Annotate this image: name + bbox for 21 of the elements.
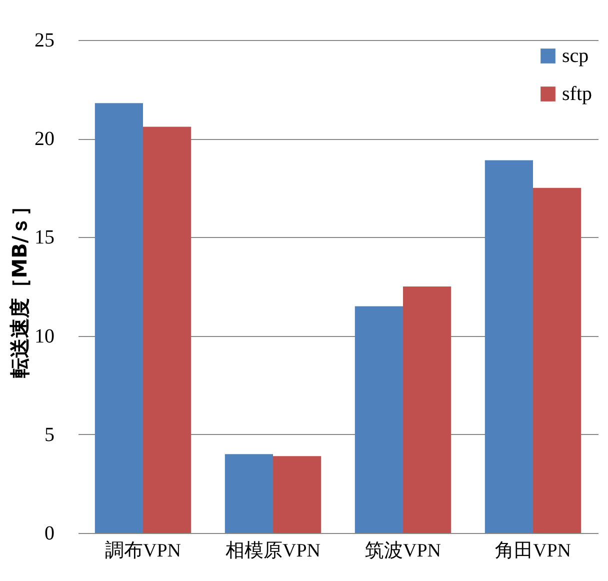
y-tick-label: 20 — [34, 128, 54, 150]
y-tick-label: 5 — [44, 424, 54, 446]
x-tick-label: 調布VPN — [104, 540, 182, 562]
legend-label: sftp — [562, 83, 592, 105]
x-tick-label: 角田VPN — [494, 540, 572, 562]
y-tick-label: 10 — [34, 325, 54, 348]
bar — [354, 306, 403, 533]
x-tick-label: 相模原VPN — [225, 540, 321, 562]
bar — [403, 286, 452, 533]
bar — [484, 160, 533, 533]
bar — [533, 188, 582, 533]
legend-label: scp — [562, 45, 589, 67]
y-tick-label: 0 — [44, 522, 54, 544]
y-axis-title: 転送速度［MB/ｓ］ — [8, 196, 32, 378]
bar — [94, 103, 143, 533]
y-tick-label: 25 — [34, 30, 54, 52]
bar — [273, 456, 322, 533]
y-tick-label: 15 — [34, 226, 54, 249]
x-tick-label: 筑波VPN — [364, 540, 442, 562]
bar — [143, 126, 192, 533]
bar — [224, 454, 273, 533]
